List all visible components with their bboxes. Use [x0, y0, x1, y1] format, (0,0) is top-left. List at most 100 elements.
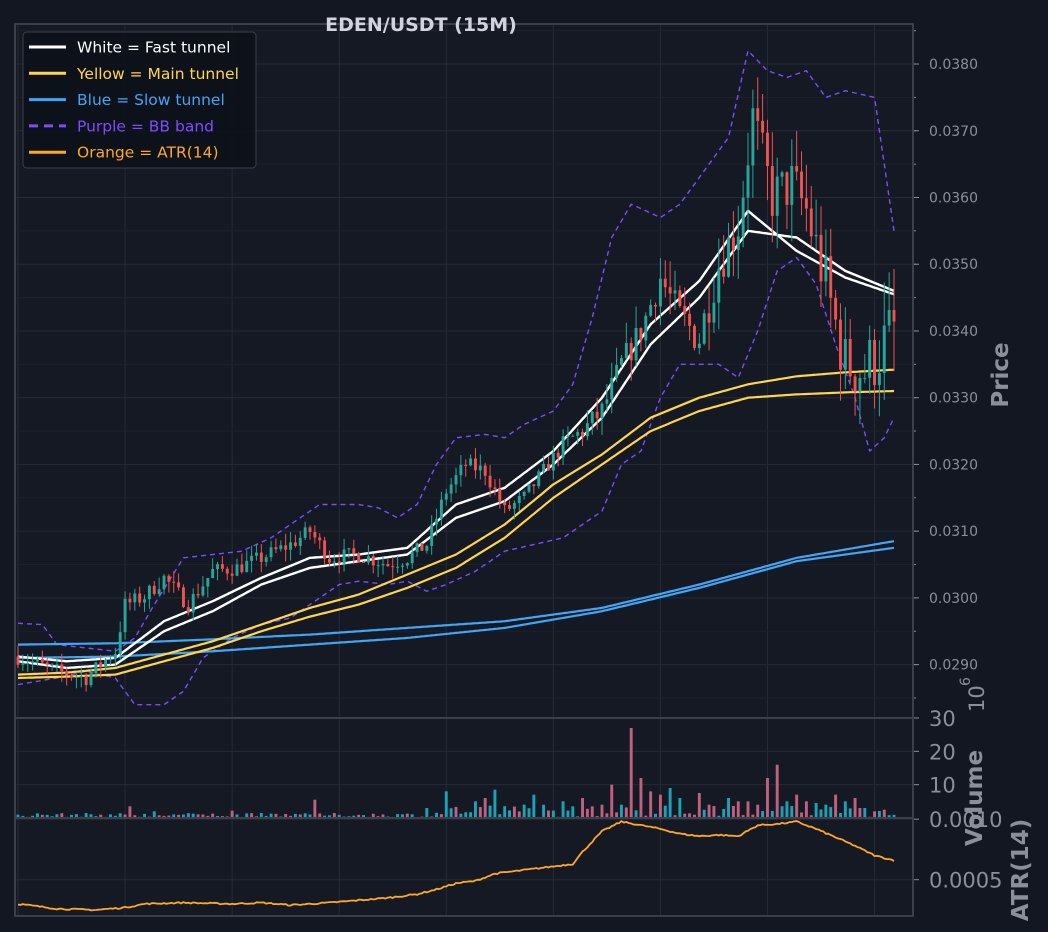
volume-bar [873, 811, 876, 818]
candle-body [104, 659, 108, 668]
candle-body [683, 306, 687, 314]
candle-body [819, 234, 823, 282]
volume-bar [581, 798, 584, 818]
volume-bar [337, 814, 341, 818]
main-tunnel-upper [17, 368, 895, 676]
candle-body [245, 560, 249, 573]
candle-body [868, 339, 872, 378]
volume-bar [707, 804, 711, 818]
volume-bar [99, 814, 103, 818]
volume-bar [31, 815, 35, 818]
price-tick-label: 0.0370 [929, 124, 978, 140]
volume-bar [332, 813, 336, 818]
volume-bar [167, 815, 171, 818]
candle-body [722, 268, 726, 277]
volume-bar [654, 813, 657, 818]
candle-body [332, 561, 336, 563]
candle-body [556, 452, 560, 458]
volume-bar [663, 805, 667, 818]
volume-bar [469, 812, 473, 818]
candle-body [459, 464, 463, 476]
price-tick-label: 0.0320 [929, 457, 978, 473]
candle-body [74, 676, 78, 678]
candle-body [167, 575, 171, 582]
volume-axis-label: Volume [962, 750, 988, 846]
candle-body [736, 236, 740, 250]
candle-body [352, 548, 356, 554]
volume-bar [89, 814, 93, 818]
candle-body [585, 423, 589, 437]
candle-body [225, 568, 229, 574]
volume-bar [177, 814, 181, 818]
volume-bar [235, 814, 239, 818]
candle-body [498, 488, 502, 503]
volume-bar [483, 798, 487, 818]
volume-bar [532, 794, 536, 818]
volume-bar [328, 815, 331, 818]
volume-bar [133, 815, 137, 818]
legend-label: Purple = BB band [77, 117, 214, 135]
candle-body [668, 287, 672, 294]
volume-bar [293, 813, 297, 818]
candle-body [323, 540, 327, 559]
volume-bar [478, 807, 482, 818]
volume-bar [673, 815, 677, 818]
candle-body [420, 543, 424, 551]
candle-body [761, 120, 765, 133]
fast-tunnel-lower [17, 229, 895, 670]
candle-body [366, 556, 370, 563]
volume-bar [809, 815, 813, 818]
volume-bar [727, 798, 730, 818]
candle-body [26, 663, 30, 665]
volume-bar [527, 808, 531, 818]
price-axis-label: Price [988, 342, 1014, 407]
candle-body [892, 310, 896, 322]
volume-bar [435, 812, 438, 818]
volume-bar [113, 815, 117, 818]
volume-bar [109, 814, 112, 818]
candle-body [162, 575, 166, 590]
volume-bar [678, 798, 682, 818]
volume-bar [561, 801, 565, 818]
volume-bar [649, 791, 653, 818]
candle-body [493, 487, 497, 489]
candle-body [269, 547, 273, 558]
volume-bar [551, 810, 555, 818]
volume-bar [36, 813, 39, 818]
volume-bar [863, 808, 867, 818]
candle-body [887, 310, 891, 326]
volume-bar [571, 806, 575, 818]
price-tick-label: 0.0340 [929, 324, 978, 340]
legend: White = Fast tunnel Yellow = Main tunnel B… [22, 31, 257, 169]
volume-bar [410, 814, 414, 818]
candle-body [454, 475, 458, 485]
volume-bar [84, 813, 88, 818]
main-tunnel-lower [17, 389, 895, 680]
volume-bar [230, 810, 234, 818]
candle-body [649, 304, 653, 316]
volume-bar [128, 806, 132, 818]
volume-bar [770, 810, 774, 818]
volume-bar [736, 801, 740, 818]
candle-body [697, 343, 701, 349]
candle-body [40, 658, 44, 663]
volume-bar [201, 814, 205, 818]
candle-body [693, 325, 696, 349]
candle-body [318, 537, 322, 541]
candle-body [425, 545, 429, 551]
candle-body [186, 607, 190, 613]
volume-bar [843, 801, 847, 818]
candle-body [177, 582, 181, 588]
candle-body [834, 297, 838, 320]
candle-body [293, 542, 297, 546]
volume-bar [839, 812, 842, 818]
volume-bar [405, 813, 409, 818]
candle-body [381, 564, 385, 566]
candle-body [663, 278, 667, 288]
candle-body [469, 458, 473, 466]
volume-bar [858, 808, 862, 818]
candle-body [230, 573, 234, 576]
candle-body [727, 237, 730, 277]
volume-bar [600, 804, 604, 818]
candle-body [639, 327, 643, 341]
